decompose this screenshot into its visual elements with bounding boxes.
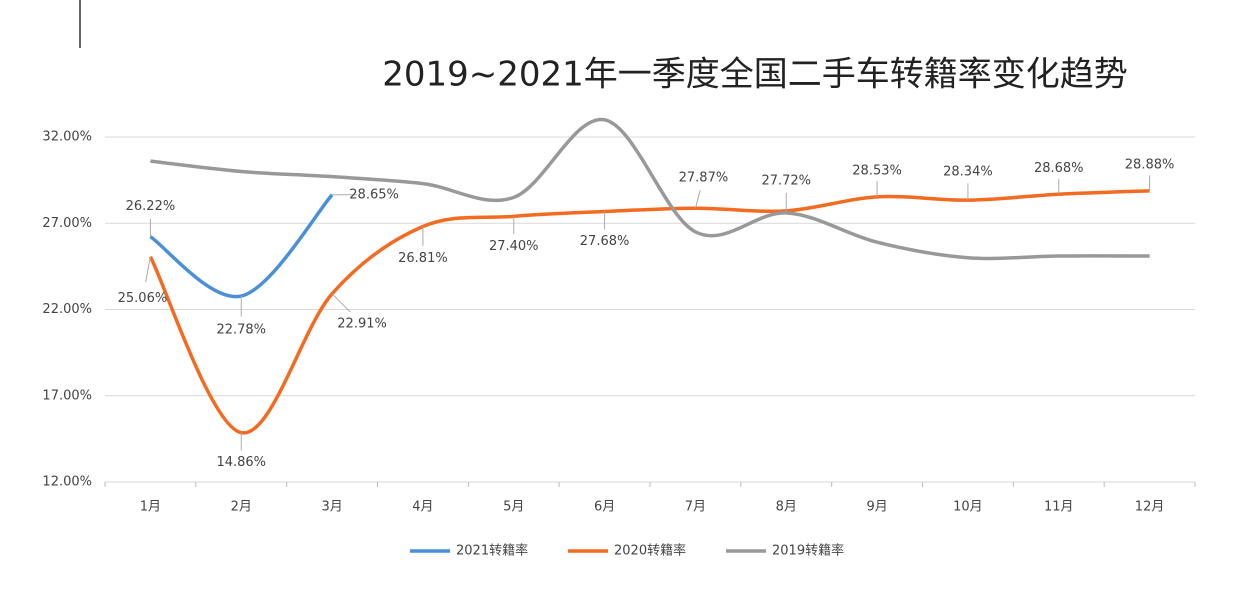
data-label: 22.78%: [216, 323, 266, 338]
x-tick-label: 10月: [953, 500, 983, 515]
data-label: 28.68%: [1034, 161, 1084, 176]
legend-label: 2019转籍率: [772, 543, 844, 559]
y-tick-label: 12.00%: [42, 475, 92, 490]
x-tick-label: 5月: [503, 500, 524, 515]
y-tick-label: 17.00%: [42, 388, 92, 403]
label-leader: [145, 256, 151, 283]
data-label: 28.53%: [852, 163, 902, 178]
data-label: 26.22%: [126, 199, 176, 214]
x-tick-label: 11月: [1044, 500, 1074, 515]
data-label: 28.65%: [349, 187, 399, 202]
data-label: 25.06%: [118, 291, 168, 306]
data-label: 28.34%: [943, 165, 993, 180]
x-tick-label: 9月: [866, 500, 887, 515]
data-label: 27.68%: [580, 234, 630, 249]
data-label: 28.88%: [1125, 157, 1175, 172]
data-label: 22.91%: [337, 316, 387, 331]
x-tick-label: 4月: [412, 500, 433, 515]
legend-label: 2020转籍率: [614, 543, 686, 559]
line-series: [148, 189, 1150, 435]
label-leader: [331, 293, 351, 313]
data-label: 27.40%: [489, 239, 539, 254]
y-tick-label: 27.00%: [42, 216, 92, 231]
data-label: 14.86%: [216, 455, 266, 470]
x-tick-label: 6月: [594, 500, 615, 515]
y-tick-label: 32.00%: [42, 130, 92, 145]
x-tick-label: 12月: [1135, 500, 1165, 515]
legend-label: 2021转籍率: [456, 543, 528, 559]
x-tick-label: 2月: [231, 500, 252, 515]
data-label: 27.87%: [679, 171, 729, 186]
y-tick-label: 22.00%: [42, 302, 92, 317]
x-tick-label: 1月: [140, 500, 161, 515]
chart-title: 2019~2021年一季度全国二手车转籍率变化趋势: [382, 55, 1128, 95]
label-leader: [694, 190, 701, 209]
data-label: 26.81%: [398, 251, 448, 266]
line-series: [149, 193, 334, 299]
x-tick-label: 3月: [321, 500, 342, 515]
x-tick-label: 8月: [776, 500, 797, 515]
line-series: [150, 117, 1150, 261]
x-tick-label: 7月: [685, 500, 706, 515]
data-label: 27.72%: [761, 173, 811, 188]
